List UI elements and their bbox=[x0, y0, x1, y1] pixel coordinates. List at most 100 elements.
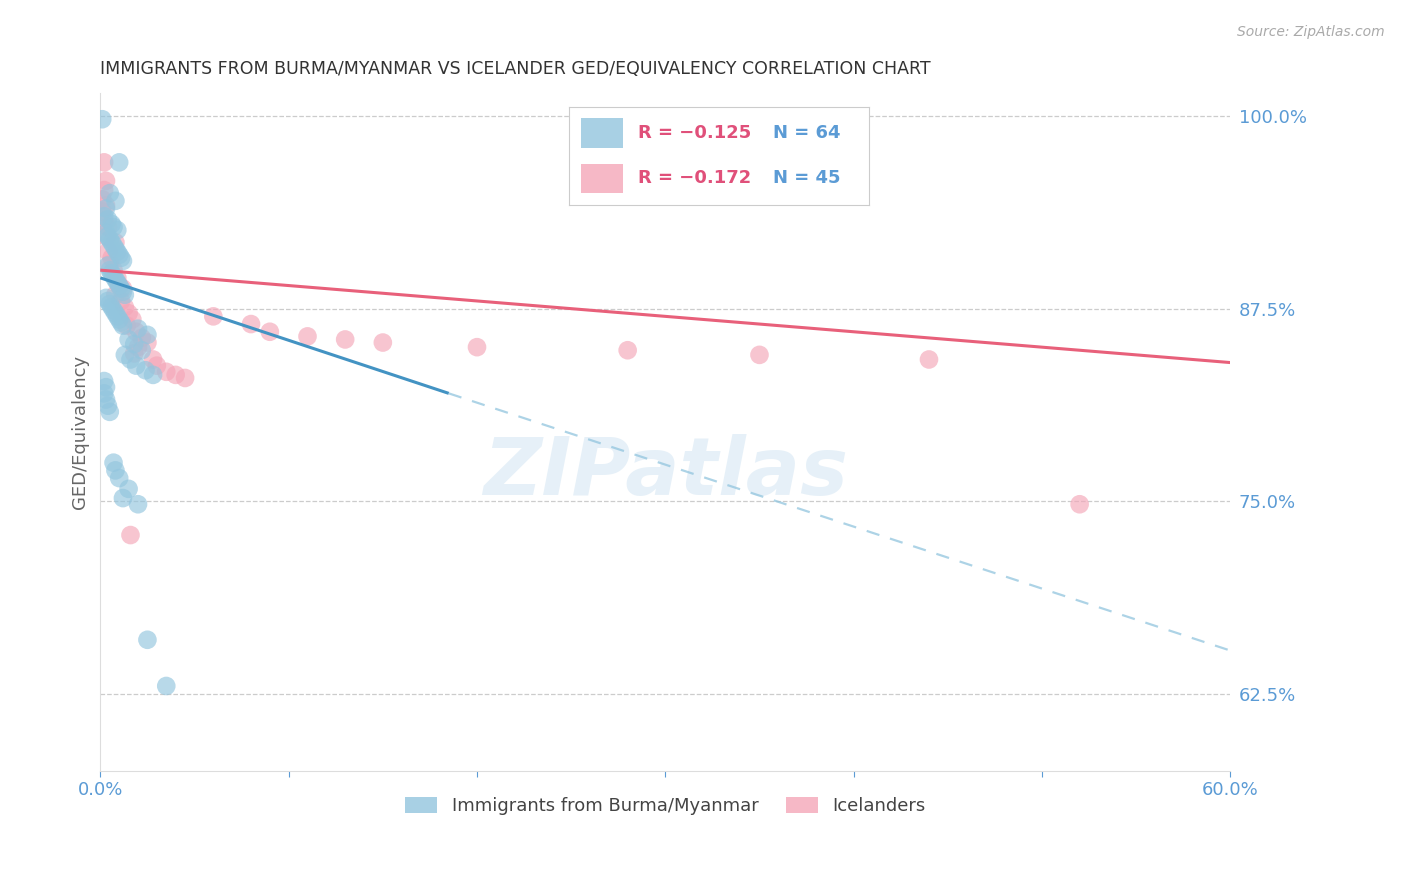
Point bbox=[104, 306, 127, 320]
Point bbox=[94, 226, 117, 240]
Point bbox=[104, 272, 127, 286]
Point bbox=[371, 335, 394, 350]
Point bbox=[125, 359, 148, 373]
Point bbox=[111, 254, 134, 268]
Point bbox=[110, 293, 132, 308]
Point bbox=[105, 310, 128, 324]
Point bbox=[121, 312, 143, 326]
Text: Source: ZipAtlas.com: Source: ZipAtlas.com bbox=[1237, 25, 1385, 39]
Point bbox=[94, 202, 117, 216]
Point bbox=[104, 194, 127, 208]
Point bbox=[165, 368, 187, 382]
Point bbox=[240, 317, 263, 331]
Point bbox=[111, 491, 134, 505]
Point bbox=[98, 405, 121, 419]
Point bbox=[98, 232, 121, 246]
Point bbox=[104, 287, 127, 301]
Point bbox=[111, 318, 134, 333]
Point bbox=[97, 229, 120, 244]
Point bbox=[125, 325, 148, 339]
Point bbox=[108, 278, 131, 293]
Point bbox=[748, 348, 770, 362]
Point bbox=[100, 251, 122, 265]
Point bbox=[108, 155, 131, 169]
Point bbox=[259, 325, 281, 339]
Point bbox=[104, 463, 127, 477]
Point bbox=[111, 285, 134, 299]
Point bbox=[117, 482, 139, 496]
Point bbox=[1069, 497, 1091, 511]
Point bbox=[98, 257, 121, 271]
Point bbox=[93, 214, 115, 228]
Point bbox=[155, 365, 177, 379]
Point bbox=[97, 293, 120, 308]
Point bbox=[104, 242, 127, 256]
Point bbox=[122, 346, 145, 360]
Point bbox=[105, 270, 128, 285]
Point bbox=[93, 386, 115, 401]
Point bbox=[297, 329, 319, 343]
Point bbox=[142, 368, 165, 382]
Point bbox=[104, 235, 127, 250]
Point bbox=[202, 310, 225, 324]
Point bbox=[94, 174, 117, 188]
Point bbox=[100, 300, 122, 314]
Point bbox=[616, 343, 638, 358]
Point bbox=[97, 399, 120, 413]
Point bbox=[114, 300, 136, 314]
Point bbox=[93, 209, 115, 223]
Point bbox=[131, 343, 153, 358]
Point bbox=[108, 278, 131, 293]
Point bbox=[110, 282, 132, 296]
Point bbox=[94, 291, 117, 305]
Point bbox=[91, 192, 114, 206]
Legend: Immigrants from Burma/Myanmar, Icelanders: Immigrants from Burma/Myanmar, Icelander… bbox=[398, 790, 934, 822]
Point bbox=[110, 316, 132, 330]
Text: ZIPatlas: ZIPatlas bbox=[482, 434, 848, 511]
Y-axis label: GED/Equivalency: GED/Equivalency bbox=[72, 355, 89, 509]
Point bbox=[97, 212, 120, 227]
Point bbox=[100, 217, 122, 231]
Point bbox=[103, 303, 125, 318]
Point bbox=[146, 359, 169, 373]
Point bbox=[127, 497, 149, 511]
Point bbox=[94, 392, 117, 407]
Point bbox=[105, 244, 128, 259]
Point bbox=[93, 183, 115, 197]
Point bbox=[135, 363, 157, 377]
Point bbox=[127, 340, 149, 354]
Point bbox=[94, 229, 117, 244]
Point bbox=[120, 352, 142, 367]
Point bbox=[108, 248, 131, 262]
Point bbox=[142, 352, 165, 367]
Point bbox=[94, 198, 117, 212]
Point bbox=[136, 327, 159, 342]
Point bbox=[98, 263, 121, 277]
Point bbox=[117, 333, 139, 347]
Point bbox=[110, 251, 132, 265]
Point bbox=[91, 204, 114, 219]
Point bbox=[918, 352, 941, 367]
Point bbox=[114, 348, 136, 362]
Point bbox=[465, 340, 488, 354]
Point bbox=[131, 331, 153, 345]
Point bbox=[103, 220, 125, 235]
Point bbox=[105, 223, 128, 237]
Point bbox=[120, 528, 142, 542]
Point bbox=[155, 679, 177, 693]
Point bbox=[94, 380, 117, 394]
Point bbox=[105, 276, 128, 290]
Point bbox=[97, 244, 120, 259]
Point bbox=[103, 238, 125, 252]
Point bbox=[335, 333, 357, 347]
Point bbox=[174, 371, 197, 385]
Point bbox=[108, 312, 131, 326]
Text: IMMIGRANTS FROM BURMA/MYANMAR VS ICELANDER GED/EQUIVALENCY CORRELATION CHART: IMMIGRANTS FROM BURMA/MYANMAR VS ICELAND… bbox=[100, 60, 931, 78]
Point bbox=[103, 456, 125, 470]
Point bbox=[115, 318, 138, 333]
Point bbox=[97, 259, 120, 273]
Point bbox=[136, 335, 159, 350]
Point bbox=[98, 297, 121, 311]
Point bbox=[122, 337, 145, 351]
Point bbox=[93, 155, 115, 169]
